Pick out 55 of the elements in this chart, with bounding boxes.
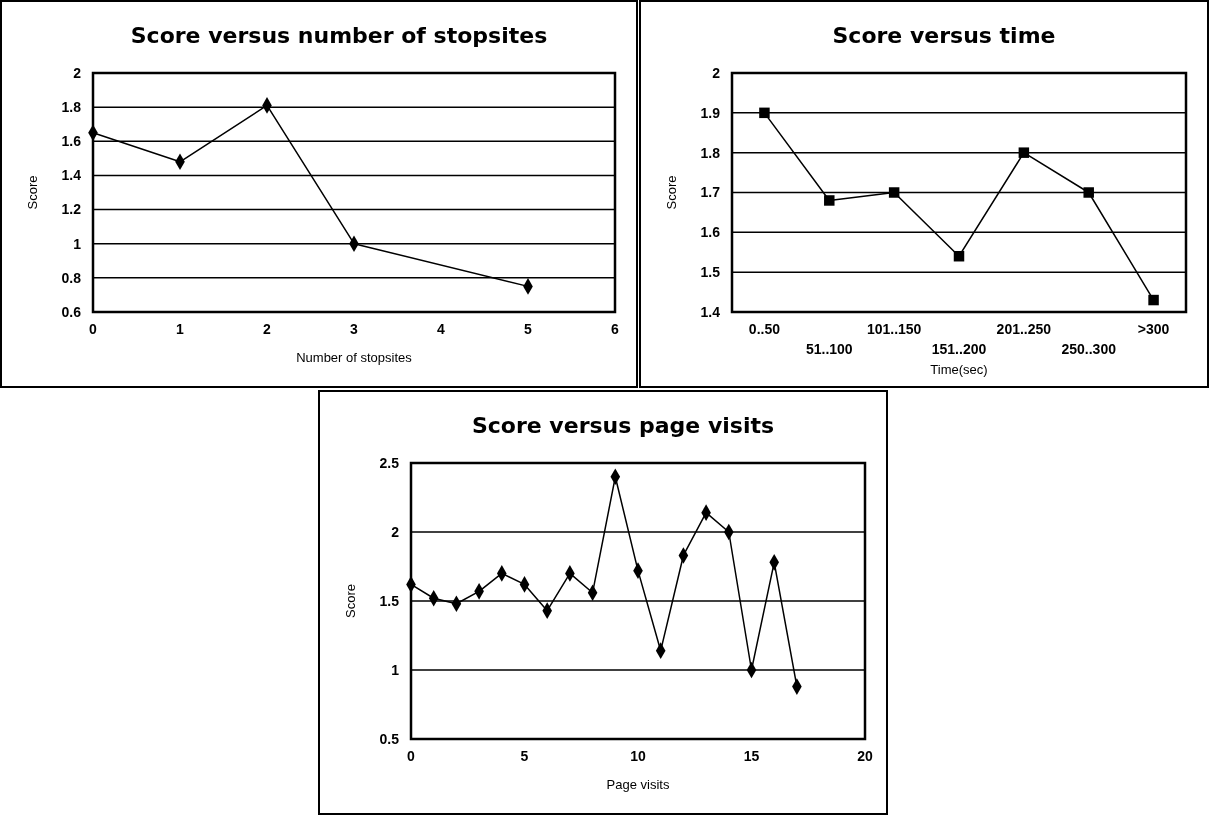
y-tick-label: 2 <box>391 523 400 540</box>
y-tick-label: 0.6 <box>61 303 82 320</box>
y-tick-label: 1 <box>73 235 82 252</box>
x-tick-label: 0..50 <box>748 321 781 337</box>
y-tick-label: 0.8 <box>61 269 82 286</box>
x-tick-label: 5 <box>524 321 533 337</box>
y-tick-label: 2 <box>712 64 721 81</box>
y-tick-label: 1.6 <box>61 133 82 150</box>
point <box>953 250 965 262</box>
chart-title: Score versus page visits <box>471 413 775 438</box>
y-tick-label: 1.5 <box>700 264 721 281</box>
chart-title: Score versus number of stopsites <box>130 23 548 48</box>
point <box>759 107 770 119</box>
x-tick-label: 10 <box>630 748 646 764</box>
x-axis-title: Page visits <box>606 777 670 792</box>
y-tick-label: 1.7 <box>700 184 721 201</box>
x-tick-label: 0 <box>407 748 416 764</box>
y-axis-title: Score <box>664 175 679 210</box>
y-tick-label: 1.5 <box>379 592 400 609</box>
y-tick-label: 1.2 <box>61 201 82 218</box>
x-tick-label: 2 <box>263 321 272 337</box>
y-tick-label: 1.8 <box>700 144 721 161</box>
x-axis-title: Number of stopsites <box>296 350 413 365</box>
y-tick-label: 1.6 <box>700 224 721 241</box>
x-tick-label: 20 <box>857 748 873 764</box>
y-tick-label: 2 <box>73 64 82 81</box>
x-tick-label: 6 <box>611 321 620 337</box>
x-tick-label: 201..250 <box>996 321 1052 337</box>
y-tick-label: 1.4 <box>61 167 82 184</box>
x-tick-label: 51..100 <box>805 341 853 357</box>
x-tick-label: >300 <box>1137 321 1170 337</box>
x-tick-label: 250..300 <box>1061 341 1117 357</box>
x-tick-label: 5 <box>520 748 529 764</box>
chart-title: Score versus time <box>832 23 1056 48</box>
point <box>1018 147 1030 158</box>
y-tick-label: 1 <box>391 661 400 678</box>
point <box>1148 294 1159 306</box>
x-tick-label: 1 <box>176 321 185 337</box>
point <box>1083 187 1094 198</box>
y-tick-label: 0.5 <box>379 730 400 747</box>
x-tick-label: 3 <box>350 321 359 337</box>
point <box>888 187 900 198</box>
y-tick-label: 2.5 <box>379 454 400 471</box>
point <box>824 195 835 206</box>
x-tick-label: 0 <box>89 321 98 337</box>
x-tick-label: 151..200 <box>931 341 987 357</box>
x-tick-label: 15 <box>743 748 760 764</box>
y-axis-title: Score <box>343 584 358 618</box>
y-tick-label: 1.4 <box>700 303 721 320</box>
x-axis-title: Time(sec) <box>930 362 988 377</box>
y-tick-label: 1.9 <box>700 104 721 121</box>
y-tick-label: 1.8 <box>61 99 82 116</box>
x-tick-label: 4 <box>437 321 446 337</box>
y-axis-title: Score <box>25 175 40 210</box>
x-tick-label: 101..150 <box>866 321 922 337</box>
